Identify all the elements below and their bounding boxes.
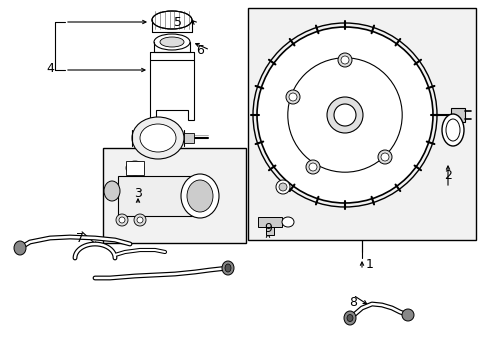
Ellipse shape bbox=[222, 261, 234, 275]
Ellipse shape bbox=[401, 309, 413, 321]
Ellipse shape bbox=[326, 97, 362, 133]
Ellipse shape bbox=[152, 11, 192, 29]
Ellipse shape bbox=[140, 124, 176, 152]
Text: 7: 7 bbox=[76, 231, 84, 244]
Ellipse shape bbox=[441, 114, 463, 146]
Ellipse shape bbox=[287, 58, 401, 172]
Text: 8: 8 bbox=[348, 296, 356, 309]
Polygon shape bbox=[150, 60, 194, 120]
Bar bbox=[450, 108, 464, 122]
Ellipse shape bbox=[132, 117, 183, 159]
Ellipse shape bbox=[181, 174, 219, 218]
Ellipse shape bbox=[333, 104, 355, 126]
Ellipse shape bbox=[380, 153, 388, 161]
Bar bbox=[118, 176, 198, 216]
Ellipse shape bbox=[279, 183, 286, 191]
Ellipse shape bbox=[340, 56, 348, 64]
Ellipse shape bbox=[116, 214, 128, 226]
Ellipse shape bbox=[104, 181, 120, 201]
Text: 9: 9 bbox=[264, 221, 271, 234]
Ellipse shape bbox=[337, 53, 351, 67]
Bar bbox=[103, 148, 245, 243]
Ellipse shape bbox=[154, 34, 190, 50]
Bar bbox=[258, 217, 282, 227]
Ellipse shape bbox=[257, 27, 432, 203]
Ellipse shape bbox=[252, 23, 436, 207]
Ellipse shape bbox=[134, 214, 146, 226]
Bar bbox=[126, 161, 143, 175]
Ellipse shape bbox=[126, 161, 143, 175]
Ellipse shape bbox=[305, 160, 319, 174]
Ellipse shape bbox=[285, 90, 299, 104]
Text: 4: 4 bbox=[46, 62, 54, 75]
Text: 1: 1 bbox=[366, 258, 373, 271]
Ellipse shape bbox=[377, 150, 391, 164]
Ellipse shape bbox=[186, 180, 213, 212]
Ellipse shape bbox=[288, 93, 296, 101]
Bar bbox=[183, 133, 194, 143]
Ellipse shape bbox=[308, 163, 316, 171]
Ellipse shape bbox=[346, 315, 352, 321]
Text: 5: 5 bbox=[174, 15, 182, 28]
Ellipse shape bbox=[119, 217, 125, 223]
Ellipse shape bbox=[275, 180, 289, 194]
Ellipse shape bbox=[137, 217, 142, 223]
Bar bbox=[265, 227, 273, 235]
Text: 3: 3 bbox=[134, 186, 142, 199]
Ellipse shape bbox=[445, 119, 459, 141]
Bar bbox=[247, 8, 475, 240]
Ellipse shape bbox=[14, 241, 26, 255]
Text: 6: 6 bbox=[196, 44, 203, 57]
Ellipse shape bbox=[343, 311, 355, 325]
Ellipse shape bbox=[224, 264, 230, 272]
Text: 2: 2 bbox=[443, 168, 451, 181]
Ellipse shape bbox=[160, 37, 183, 47]
Ellipse shape bbox=[282, 217, 293, 227]
